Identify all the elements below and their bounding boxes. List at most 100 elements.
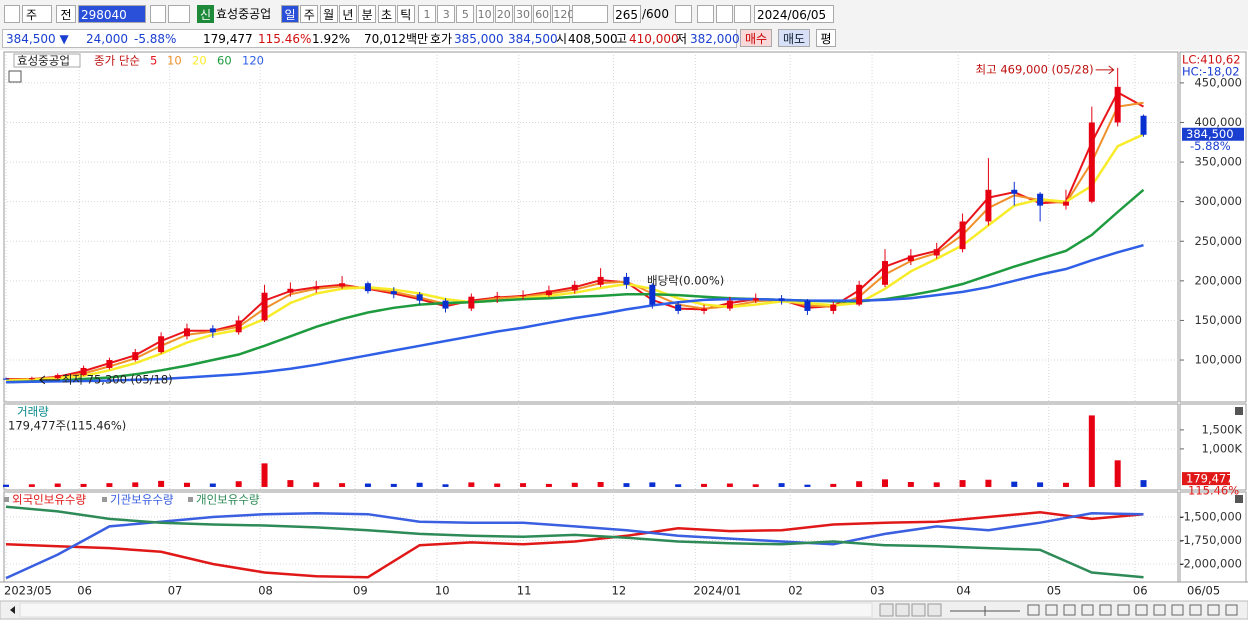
sound-icon[interactable]	[168, 5, 190, 23]
x-tick-label: 06	[1133, 584, 1148, 598]
volume-bar	[209, 483, 216, 487]
interval-button[interactable]: 120	[552, 5, 574, 23]
axis-panel	[1179, 491, 1247, 583]
volume-bar	[442, 484, 449, 487]
close-icon	[1235, 495, 1243, 503]
tool-icon[interactable]	[734, 5, 751, 23]
interval-button[interactable]: 5	[456, 5, 475, 23]
interval-button[interactable]: 1	[418, 5, 436, 23]
period-button[interactable]: 분	[358, 5, 377, 23]
x-tick-label: 12	[612, 584, 627, 598]
tool-icon[interactable]	[697, 5, 714, 23]
tool-icon[interactable]	[1189, 604, 1202, 616]
candle-body	[390, 291, 397, 295]
volume-bar	[416, 482, 423, 487]
search-icon[interactable]	[150, 5, 166, 23]
interval-button[interactable]: 30	[514, 5, 532, 23]
scroll-button[interactable]	[927, 603, 942, 617]
ask: 385,000	[454, 32, 504, 46]
y-tick-label: 1,000K	[1202, 441, 1243, 455]
scroll-button[interactable]	[895, 603, 910, 617]
volume-bar	[1114, 460, 1121, 487]
candle-body	[520, 295, 527, 297]
tool-icon[interactable]	[1045, 604, 1058, 616]
interval-button[interactable]: 20	[494, 5, 513, 23]
interval-button[interactable]: 3	[437, 5, 456, 23]
low-label: 저	[676, 32, 688, 46]
change-pct: -5.88%	[134, 32, 177, 46]
candle-body	[1114, 86, 1121, 123]
tool-icon[interactable]	[1081, 604, 1094, 616]
unit-select[interactable]	[572, 5, 608, 23]
legend-item: 5	[150, 54, 157, 68]
volume-bar	[339, 483, 346, 487]
candle-body	[545, 290, 552, 296]
tool-icon[interactable]	[1027, 604, 1040, 616]
sell-button[interactable]: 매도	[778, 29, 810, 47]
high-label: 고	[616, 32, 628, 46]
tool-icon[interactable]	[1117, 604, 1130, 616]
holding-line	[5, 511, 1144, 579]
scroll-button[interactable]	[879, 603, 894, 617]
interval-button[interactable]: 60	[533, 5, 552, 23]
candle-body	[1088, 122, 1095, 202]
x-tick-label: 2024/01	[693, 584, 741, 598]
date-input[interactable]: 2024/06/05	[754, 5, 834, 23]
volume-bar	[545, 483, 552, 487]
y-tick-label: -2,000,000	[1179, 557, 1242, 571]
candle-body	[597, 276, 604, 285]
icon[interactable]	[4, 5, 20, 23]
candle-body	[442, 300, 449, 309]
chart-window: 2023/05 06 07 08 09 10 11 12 2024/01 02 03 04 05 06 06…	[0, 50, 1248, 621]
buy-button[interactable]: 매수	[740, 29, 772, 47]
candle-body	[468, 296, 475, 309]
volume-bar	[1140, 480, 1147, 487]
legend-label: 종가 단순	[94, 54, 140, 68]
scroll-button[interactable]	[911, 603, 926, 617]
tool-icon[interactable]	[1225, 604, 1238, 616]
prev-button[interactable]: 전	[56, 5, 76, 23]
y-tick-label: 250,000	[1194, 234, 1242, 248]
tool-icon[interactable]	[675, 5, 692, 23]
last-price-label: 384,500	[1186, 127, 1234, 141]
period-button[interactable]: 초	[377, 5, 396, 23]
volume-bar	[313, 482, 320, 487]
tool-icon[interactable]	[1135, 604, 1148, 616]
tool-icon[interactable]	[716, 5, 733, 23]
volume-bar	[907, 482, 914, 487]
code-input[interactable]: 298040	[78, 5, 146, 23]
volume-bar	[597, 482, 604, 487]
interval-button[interactable]: 10	[475, 5, 494, 23]
x-tick-label: 09	[353, 584, 368, 598]
volume-ratio: 115.46%	[258, 32, 312, 46]
tool-icon[interactable]	[1207, 604, 1220, 616]
volume-bar	[1011, 481, 1018, 487]
candle-body	[1140, 115, 1147, 135]
candle-body	[287, 288, 294, 293]
period-button[interactable]: 틱	[396, 5, 415, 23]
volume-bar	[882, 479, 888, 487]
avg-button[interactable]: 평	[816, 29, 836, 47]
period-button[interactable]: 년	[338, 5, 357, 23]
candle-body	[235, 320, 242, 333]
info-bg	[2, 29, 737, 48]
x-tick-label: 08	[258, 584, 273, 598]
tool-icon[interactable]	[1099, 604, 1112, 616]
y-tick-label: 300,000	[1194, 194, 1242, 208]
candle-body	[804, 300, 811, 311]
count-input[interactable]: 265	[613, 5, 641, 23]
tool-icon[interactable]	[1153, 604, 1166, 616]
chart-subtitle: 179,477주(115.46%)	[8, 419, 126, 433]
stock-name: 효성중공업	[216, 7, 272, 21]
tool-icon[interactable]	[1171, 604, 1184, 616]
market-select[interactable]: 주	[22, 5, 52, 23]
last-volume-box	[1182, 472, 1230, 486]
legend-item: 개인보유수량	[196, 493, 260, 507]
period-button[interactable]: 월	[319, 5, 338, 23]
candle-body	[933, 249, 940, 256]
high: 410,000	[629, 32, 679, 46]
candle-body	[571, 284, 578, 291]
period-button[interactable]: 일	[281, 5, 299, 23]
tool-icon[interactable]	[1063, 604, 1076, 616]
period-button[interactable]: 주	[300, 5, 319, 23]
